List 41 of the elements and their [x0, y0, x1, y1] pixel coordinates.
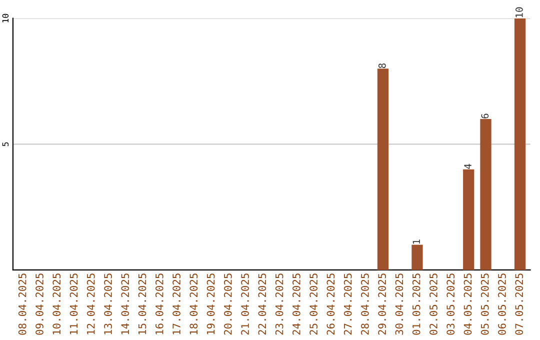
x-tick-label: 26.04.2025 — [326, 274, 335, 335]
x-tick-label: 27.04.2025 — [344, 274, 352, 335]
bar — [480, 119, 492, 270]
x-tick-label: 18.04.2025 — [190, 274, 198, 334]
x-tick-label: 13.04.2025 — [104, 274, 112, 334]
x-tick-label: 28.04.2025 — [361, 274, 369, 335]
x-tick-label: 09.04.2025 — [36, 274, 44, 335]
x-tick-label: 24.04.2025 — [292, 274, 300, 335]
data-label: 1 — [412, 240, 420, 244]
bar — [514, 18, 526, 270]
x-tick-label: 10.04.2025 — [52, 274, 61, 334]
x-tick-label: 11.04.2025 — [70, 274, 78, 334]
bar — [412, 244, 423, 270]
x-tick-label: 23.04.2025 — [275, 274, 284, 335]
x-tick-label: 05.05.2025 — [480, 274, 489, 335]
x-tick-label: 16.04.2025 — [155, 274, 164, 334]
x-tick-label: 17.04.2025 — [172, 274, 180, 334]
x-tick-label: 29.04.2025 — [378, 274, 386, 335]
data-label: 6 — [481, 114, 489, 118]
y-tick-label: 5 — [2, 142, 9, 146]
x-tick-label: 19.04.2025 — [206, 274, 215, 334]
x-tick-label: 02.05.2025 — [430, 274, 438, 335]
x-tick-label: 08.04.2025 — [18, 274, 26, 335]
x-tick-label: 20.04.2025 — [224, 274, 232, 335]
x-tick-label: 03.05.2025 — [446, 274, 455, 335]
data-label: 8 — [378, 63, 386, 68]
data-label: 4 — [464, 164, 472, 169]
x-tick-label: 06.05.2025 — [498, 274, 506, 335]
bar — [377, 68, 389, 270]
x-tick-label: 21.04.2025 — [241, 274, 249, 335]
x-tick-label: 25.04.2025 — [310, 274, 318, 335]
x-tick-label: 04.05.2025 — [464, 274, 472, 335]
x-tick-label: 30.04.2025 — [395, 274, 404, 335]
x-tick-label: 01.05.2025 — [412, 274, 420, 335]
x-tick-label: 07.05.2025 — [515, 274, 524, 335]
x-tick-label: 14.04.2025 — [121, 274, 130, 334]
data-label: 10 — [515, 7, 523, 18]
x-tick-label: 12.04.2025 — [86, 274, 95, 334]
bar — [463, 169, 474, 270]
x-tick-label: 22.04.2025 — [258, 274, 266, 335]
x-tick-label: 15.04.2025 — [138, 274, 146, 334]
